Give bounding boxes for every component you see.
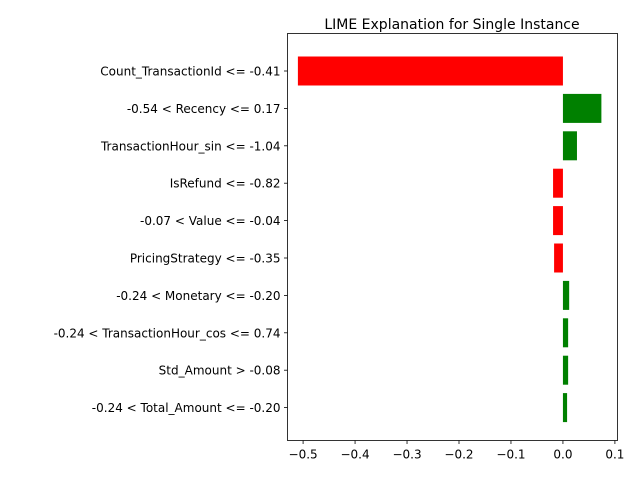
x-tick-label: −0.2 <box>444 448 473 462</box>
bars-group <box>297 56 602 423</box>
y-tick-label: -0.54 < Recency <= 0.17 <box>127 102 281 116</box>
bar <box>297 56 563 86</box>
y-tick-label: -0.07 < Value <= -0.04 <box>140 214 280 228</box>
y-tick-label: -0.24 < TransactionHour_cos <= 0.74 <box>54 326 281 340</box>
y-tick-label: -0.24 < Monetary <= -0.20 <box>116 289 280 303</box>
bar <box>562 318 569 348</box>
bar <box>562 131 577 161</box>
x-tick-label: 0.1 <box>605 448 624 462</box>
bar <box>562 93 602 123</box>
x-tick-label: −0.1 <box>496 448 525 462</box>
plot-frame <box>287 33 618 441</box>
x-tick-label: 0.0 <box>553 448 572 462</box>
y-tick-label: IsRefund <= -0.82 <box>170 177 281 191</box>
x-tick-label: −0.4 <box>340 448 369 462</box>
y-tick-label: TransactionHour_sin <= -1.04 <box>100 139 281 153</box>
bar <box>554 243 563 273</box>
x-tick-label: −0.5 <box>289 448 318 462</box>
x-tick-label: −0.3 <box>392 448 421 462</box>
y-tick-label: Count_TransactionId <= -0.41 <box>100 65 280 79</box>
y-tick-label: -0.24 < Total_Amount <= -0.20 <box>92 401 281 415</box>
bar <box>553 168 563 198</box>
bar <box>562 355 569 385</box>
y-axis-ticks: Count_TransactionId <= -0.41 -0.54 < Rece… <box>54 65 288 415</box>
y-tick-label: Std_Amount > -0.08 <box>159 364 281 378</box>
x-axis-ticks: −0.5 −0.4 −0.3 −0.2 −0.1 0.0 0.1 <box>289 440 624 462</box>
bar <box>562 280 570 310</box>
bar <box>553 206 563 236</box>
chart-title: LIME Explanation for Single Instance <box>324 17 579 33</box>
bar <box>562 393 568 423</box>
y-tick-label: PricingStrategy <= -0.35 <box>130 252 281 266</box>
